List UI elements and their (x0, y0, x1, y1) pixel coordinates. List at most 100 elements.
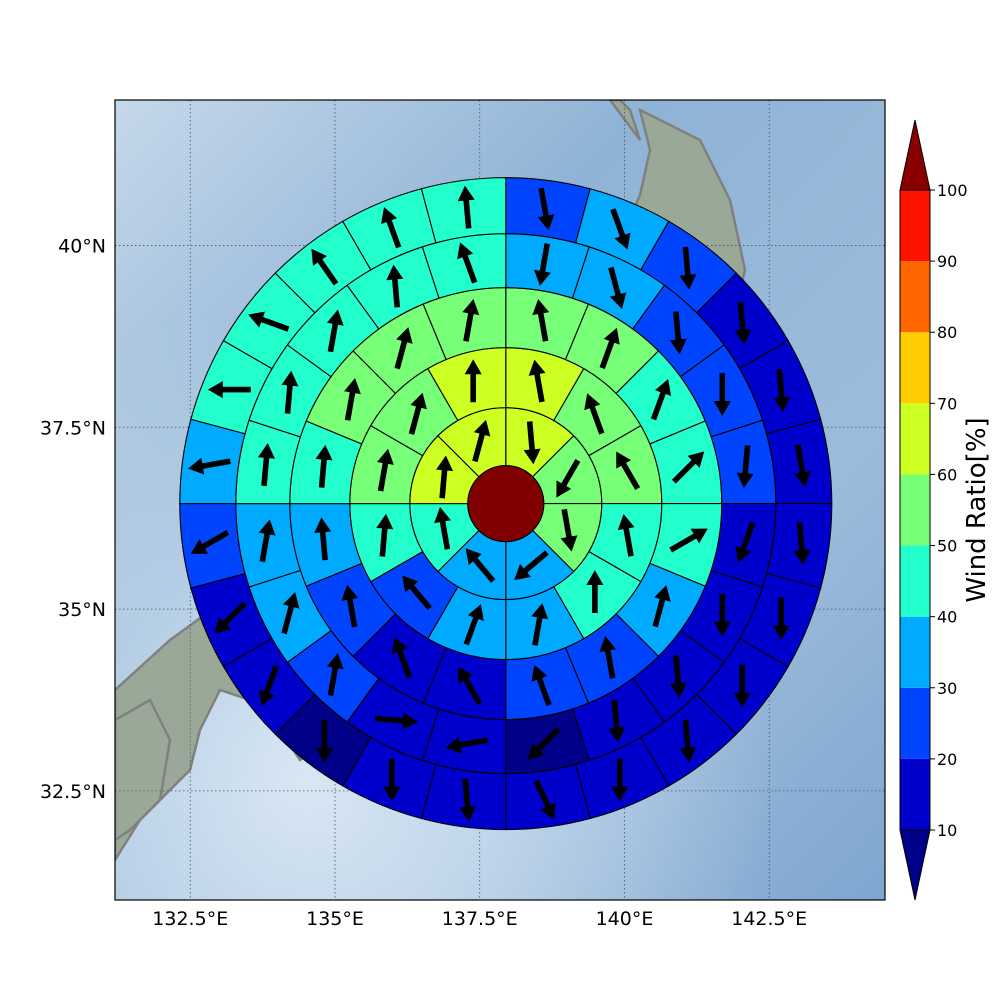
colorbar-tick-label: 40 (937, 608, 957, 627)
wind-arrow (671, 451, 705, 484)
wind-arrow (734, 301, 752, 345)
wind-arrow (188, 457, 231, 475)
wind-arrow (257, 443, 275, 487)
wind-arrow (527, 727, 561, 760)
center-disk (467, 465, 545, 543)
wind-arrow (326, 653, 344, 696)
colorbar-segment (900, 758, 930, 830)
wind-arrow (608, 266, 627, 309)
wind-arrow (586, 570, 604, 614)
wind-arrow (608, 699, 626, 743)
ring-sector (505, 177, 591, 244)
wind-arrow (534, 243, 551, 286)
colorbar-segment (900, 474, 930, 546)
wind-arrow (599, 636, 617, 679)
wind-arrow (735, 521, 756, 563)
colorbar-frame (899, 189, 931, 831)
colorbar-tick-label: 10 (937, 821, 957, 840)
wind-arrow (793, 522, 811, 566)
colorbar-tick-label: 70 (937, 394, 957, 413)
wind-arrow (376, 513, 394, 557)
wind-arrow (386, 264, 404, 308)
wind-arrow (616, 451, 641, 491)
wind-arrow (341, 584, 359, 628)
wind-arrow (523, 421, 541, 465)
wind-arrow (679, 719, 697, 763)
colorbar-segment (900, 190, 930, 262)
wind-arrow (531, 664, 552, 707)
wind-arrow (669, 311, 687, 355)
wind-arrow (532, 298, 550, 342)
wind-arrow (258, 665, 279, 707)
ring-sector (505, 763, 591, 831)
wind-arrow (713, 373, 731, 416)
wind-arrow (465, 548, 496, 583)
wind-arrow (773, 369, 791, 413)
ring-sector (179, 503, 246, 589)
colorbar-extend-over (899, 119, 931, 191)
colorbar-extend-under (899, 829, 931, 901)
y-tick-label: 37.5°N (40, 417, 106, 439)
wind-arrow (463, 604, 484, 646)
wind-arrow (459, 778, 477, 822)
colorbar-tick-label: 100 (937, 181, 968, 200)
wind-arrow (190, 529, 230, 554)
colorbar-segment (900, 261, 930, 333)
ring-sector (179, 418, 246, 505)
wind-arrow (434, 507, 451, 550)
wind-arrow (326, 309, 344, 353)
wind-arrow (733, 664, 751, 708)
wind-arrow (377, 448, 394, 492)
wind-arrow (258, 519, 276, 563)
y-tick-label: 40°N (58, 235, 106, 257)
wind-arrow (528, 359, 546, 403)
wind-ratio-rings (179, 177, 833, 831)
wind-arrow (311, 248, 339, 286)
x-tick-label: 135°E (306, 908, 364, 930)
x-tick-label: 142.5°E (731, 908, 807, 930)
ring-sector (420, 763, 507, 831)
wind-arrow (652, 585, 671, 628)
colorbar-segment (900, 616, 930, 688)
wind-arrow (314, 517, 332, 561)
wind-arrow (599, 327, 620, 370)
y-tick-label: 35°N (58, 599, 106, 621)
y-tick-label: 32.5°N (40, 781, 106, 803)
wind-arrow (556, 459, 581, 498)
land-hokkaido (608, 100, 642, 141)
wind-arrow (464, 359, 482, 403)
wind-arrow (457, 242, 478, 284)
wind-arrow (344, 378, 361, 421)
x-tick-label: 137.5°E (442, 908, 518, 930)
wind-arrow (611, 758, 629, 802)
wind-arrow (383, 758, 401, 802)
wind-arrow (281, 592, 300, 635)
map-axis-ticks: 132.5°E 135°E 137.5°E 140°E 142.5°E 32.5°N 35°… (40, 235, 807, 930)
map-area (114, 99, 886, 901)
land-shikoku-kyushu (115, 698, 172, 842)
colorbar-tick-label: 30 (937, 679, 957, 698)
wind-arrow (669, 528, 708, 553)
wind-arrow (514, 550, 549, 581)
wind-arrows (188, 185, 811, 822)
colorbar-segment (900, 545, 930, 617)
wind-arrow (462, 298, 480, 342)
wind-arrow (281, 370, 299, 414)
map-frame (114, 99, 886, 901)
colorbar: 10 20 30 40 50 60 70 80 90 100 (899, 119, 968, 901)
wind-arrow (381, 207, 402, 249)
wind-arrow (560, 508, 578, 552)
colorbar-tick-label: 20 (937, 750, 957, 769)
wind-arrow (394, 327, 413, 370)
wind-arrow (537, 187, 555, 231)
colorbar-tick-label: 50 (937, 537, 957, 556)
wind-arrow (458, 666, 483, 706)
x-tick-label: 132.5°E (152, 908, 228, 930)
wind-arrow (610, 208, 631, 250)
wind-arrow (472, 419, 491, 463)
wind-arrow (445, 736, 489, 754)
wind-arrow (533, 779, 556, 820)
colorbar-tick-label: 60 (937, 465, 957, 484)
wind-arrow (713, 593, 731, 637)
